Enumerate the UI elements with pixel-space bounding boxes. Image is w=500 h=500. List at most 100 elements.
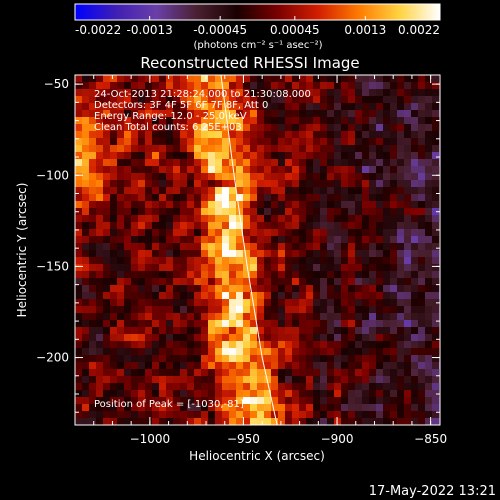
colorbar-slice [269, 4, 271, 20]
heatmap-cell [131, 348, 139, 356]
heatmap-cell [131, 250, 139, 258]
heatmap-cell [278, 264, 286, 272]
heatmap-cell [250, 383, 258, 391]
heatmap-cell [222, 250, 230, 258]
heatmap-cell [131, 404, 139, 412]
heatmap-cell [313, 390, 321, 398]
heatmap-cell [264, 341, 272, 349]
heatmap-cell [418, 75, 426, 83]
heatmap-cell [341, 159, 349, 167]
heatmap-cell [208, 215, 216, 223]
heatmap-cell [285, 383, 293, 391]
heatmap-cell [138, 383, 146, 391]
colorbar-slice [226, 4, 228, 20]
heatmap-cell [376, 299, 384, 307]
heatmap-cell [208, 222, 216, 230]
heatmap-cell [362, 173, 370, 181]
heatmap-cell [285, 376, 293, 384]
heatmap-cell [418, 334, 426, 342]
heatmap-cell [327, 173, 335, 181]
heatmap-cell [362, 411, 370, 419]
heatmap-cell [229, 75, 237, 83]
heatmap-cell [201, 313, 209, 321]
heatmap-cell [278, 110, 286, 118]
heatmap-cell [110, 341, 118, 349]
heatmap-cell [159, 299, 167, 307]
heatmap-cell [117, 75, 125, 83]
heatmap-cell [369, 187, 377, 195]
heatmap-cell [348, 166, 356, 174]
heatmap-cell [313, 75, 321, 83]
colorbar-slice [174, 4, 176, 20]
heatmap-cell [117, 173, 125, 181]
heatmap-cell [299, 131, 307, 139]
heatmap-cell [89, 404, 97, 412]
heatmap-cell [327, 222, 335, 230]
heatmap-cell [201, 292, 209, 300]
heatmap-cell [166, 229, 174, 237]
colorbar-slice [77, 4, 79, 20]
heatmap-cell [194, 243, 202, 251]
heatmap-cell [383, 292, 391, 300]
heatmap-cell [236, 306, 244, 314]
heatmap-cell [159, 194, 167, 202]
heatmap-cell [222, 348, 230, 356]
heatmap-cell [257, 236, 265, 244]
heatmap-cell [320, 194, 328, 202]
heatmap-cell [131, 334, 139, 342]
heatmap-cell [145, 327, 153, 335]
heatmap-cell [271, 152, 279, 160]
heatmap-cell [236, 159, 244, 167]
heatmap-cell [362, 264, 370, 272]
heatmap-cell [257, 187, 265, 195]
heatmap-cell [131, 313, 139, 321]
heatmap-cell [145, 96, 153, 104]
heatmap-cell [362, 229, 370, 237]
heatmap-cell [264, 145, 272, 153]
x-axis-label: Heliocentric X (arcsec) [189, 449, 325, 463]
heatmap-cell [103, 341, 111, 349]
colorbar-slice [408, 4, 410, 20]
heatmap-cell [208, 341, 216, 349]
colorbar-slice [96, 4, 98, 20]
colorbar-slice [289, 4, 291, 20]
heatmap-cell [341, 404, 349, 412]
colorbar-slice [267, 4, 269, 20]
colorbar-slice [154, 4, 156, 20]
heatmap-cell [404, 243, 412, 251]
heatmap-cell [348, 145, 356, 153]
colorbar-slice [98, 4, 100, 20]
heatmap-cell [145, 124, 153, 132]
colorbar-slice [95, 4, 97, 20]
heatmap-cell [278, 96, 286, 104]
colorbar-slice [119, 4, 121, 20]
heatmap-cell [362, 75, 370, 83]
heatmap-cell [411, 138, 419, 146]
heatmap-cell [299, 369, 307, 377]
heatmap-cell [299, 383, 307, 391]
heatmap-cell [194, 299, 202, 307]
heatmap-cell [425, 250, 433, 258]
heatmap-cell [152, 194, 160, 202]
heatmap-cell [257, 110, 265, 118]
heatmap-cell [103, 404, 111, 412]
heatmap-cell [264, 208, 272, 216]
heatmap-cell [418, 397, 426, 405]
heatmap-cell [432, 355, 440, 363]
heatmap-cell [194, 327, 202, 335]
colorbar-slice [401, 4, 403, 20]
heatmap-cell [306, 110, 314, 118]
heatmap-cell [376, 285, 384, 293]
heatmap-cell [201, 145, 209, 153]
heatmap-cell [187, 138, 195, 146]
heatmap-cell [201, 390, 209, 398]
heatmap-cell [320, 173, 328, 181]
heatmap-cell [173, 411, 181, 419]
heatmap-cell [278, 124, 286, 132]
heatmap-cell [432, 418, 440, 425]
heatmap-cell [411, 117, 419, 125]
heatmap-cell [96, 418, 104, 425]
colorbar-slice [168, 4, 170, 20]
heatmap-cell [82, 362, 90, 370]
heatmap-cell [313, 194, 321, 202]
